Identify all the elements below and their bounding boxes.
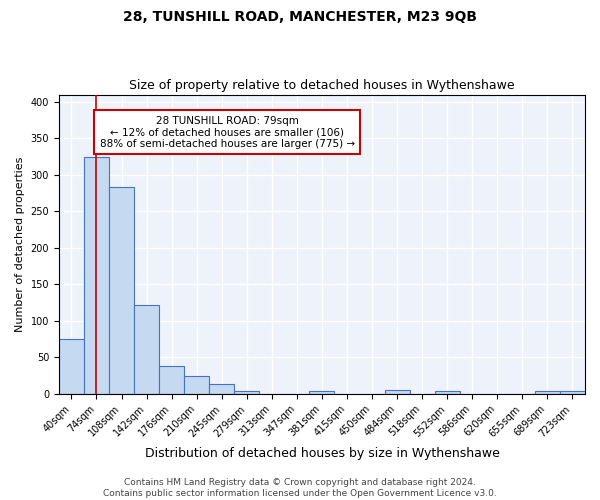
Bar — [59, 339, 84, 394]
Bar — [109, 188, 134, 394]
Bar — [84, 156, 109, 394]
Text: 28, TUNSHILL ROAD, MANCHESTER, M23 9QB: 28, TUNSHILL ROAD, MANCHESTER, M23 9QB — [123, 10, 477, 24]
Bar — [560, 391, 585, 394]
Bar — [434, 391, 460, 394]
Y-axis label: Number of detached properties: Number of detached properties — [15, 156, 25, 332]
Bar — [310, 391, 334, 394]
Bar — [234, 391, 259, 394]
Bar — [134, 305, 159, 394]
Bar — [184, 376, 209, 394]
Text: 28 TUNSHILL ROAD: 79sqm
← 12% of detached houses are smaller (106)
88% of semi-d: 28 TUNSHILL ROAD: 79sqm ← 12% of detache… — [100, 116, 355, 148]
Bar — [535, 391, 560, 394]
Title: Size of property relative to detached houses in Wythenshawe: Size of property relative to detached ho… — [129, 79, 515, 92]
Text: Contains HM Land Registry data © Crown copyright and database right 2024.
Contai: Contains HM Land Registry data © Crown c… — [103, 478, 497, 498]
Bar — [209, 384, 234, 394]
X-axis label: Distribution of detached houses by size in Wythenshawe: Distribution of detached houses by size … — [145, 447, 499, 460]
Bar — [159, 366, 184, 394]
Bar — [385, 390, 410, 394]
